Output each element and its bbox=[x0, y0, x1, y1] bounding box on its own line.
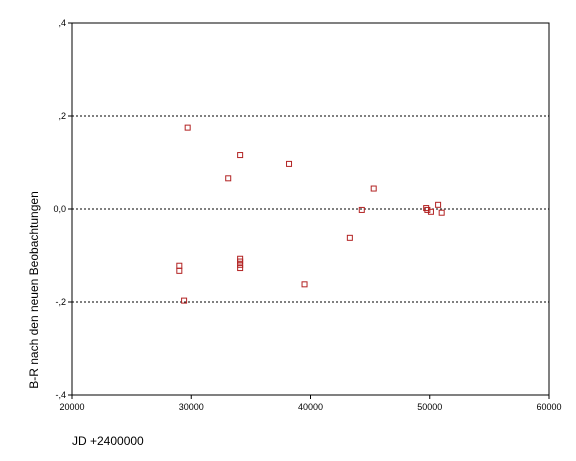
data-point bbox=[423, 205, 430, 212]
data-point bbox=[435, 201, 442, 208]
x-axis: 20000 30000 40000 50000 60000 bbox=[59, 395, 562, 412]
data-point bbox=[181, 297, 188, 304]
data-point bbox=[176, 267, 183, 274]
x-tick-label: 50000 bbox=[417, 402, 442, 412]
y-axis-title: B-R nach den neuen Beobachtungen bbox=[27, 191, 41, 389]
data-point bbox=[237, 258, 244, 265]
y-tick-label: 0,0 bbox=[53, 204, 66, 214]
y-tick-label: ,4 bbox=[58, 18, 66, 28]
data-point bbox=[438, 209, 445, 216]
x-tick-label: 20000 bbox=[59, 402, 84, 412]
data-point bbox=[237, 152, 244, 159]
data-point bbox=[370, 185, 377, 192]
x-axis-title: JD +2400000 bbox=[72, 434, 144, 448]
data-point bbox=[225, 175, 232, 182]
y-tick-label: -,4 bbox=[55, 390, 66, 400]
data-point bbox=[358, 206, 365, 213]
y-tick-label: -,2 bbox=[55, 297, 66, 307]
y-tick-label: ,2 bbox=[58, 111, 66, 121]
data-point bbox=[237, 265, 244, 272]
data-point bbox=[237, 261, 244, 268]
y-axis: ,4 ,2 0,0 -,2 -,4 bbox=[53, 18, 72, 400]
x-tick-label: 30000 bbox=[179, 402, 204, 412]
x-tick-label: 60000 bbox=[536, 402, 561, 412]
data-points bbox=[176, 124, 445, 304]
x-tick-label: 40000 bbox=[298, 402, 323, 412]
reference-lines bbox=[72, 115, 549, 303]
data-point bbox=[286, 160, 293, 167]
data-point bbox=[346, 234, 353, 241]
data-point bbox=[301, 281, 308, 288]
data-point bbox=[424, 206, 431, 213]
data-point bbox=[427, 208, 434, 215]
data-point bbox=[184, 124, 191, 131]
